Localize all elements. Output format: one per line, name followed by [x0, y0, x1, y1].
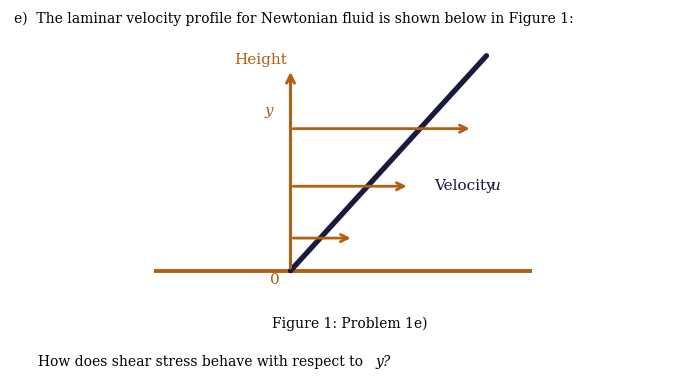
- Text: Figure 1: Problem 1e): Figure 1: Problem 1e): [272, 317, 428, 331]
- Text: u: u: [491, 179, 501, 193]
- Text: Height: Height: [234, 53, 287, 67]
- Text: y?: y?: [375, 355, 391, 369]
- Text: y: y: [265, 104, 273, 118]
- Text: e)  The laminar velocity profile for Newtonian fluid is shown below in Figure 1:: e) The laminar velocity profile for Newt…: [14, 12, 573, 26]
- Text: 0: 0: [270, 273, 280, 286]
- Text: How does shear stress behave with respect to: How does shear stress behave with respec…: [38, 355, 368, 369]
- Text: Velocity: Velocity: [434, 179, 500, 193]
